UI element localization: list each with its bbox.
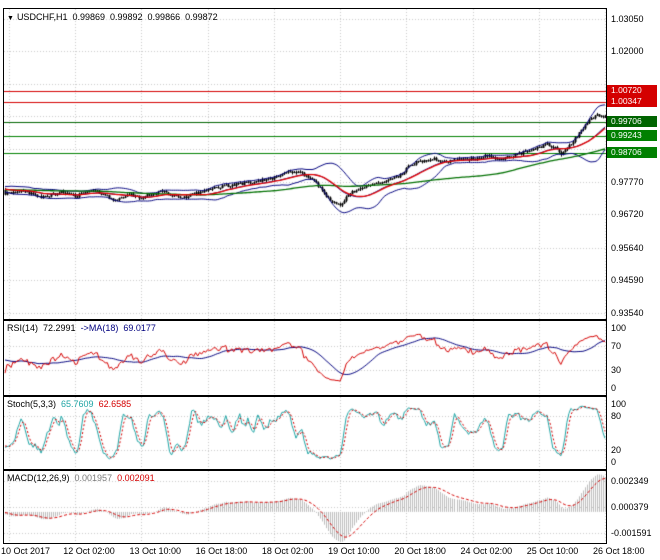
quote-low: 0.99866: [147, 12, 181, 22]
price-axis-label: 0.000379: [611, 501, 649, 512]
price-level-badge: 0.99243: [607, 130, 657, 142]
rsi-name: RSI(14): [7, 323, 39, 333]
time-axis-label: 16 Oct 18:00: [195, 546, 248, 556]
stoch-k-value: 65.7609: [61, 399, 94, 409]
price-axis-label: 0: [611, 382, 617, 393]
price-axis-label: 70: [611, 341, 622, 352]
macd-indicator-label: MACD(12,26,9) 0.001957 0.002091: [7, 473, 155, 483]
price-axis-label: 80: [611, 410, 622, 421]
time-axis-label: 19 Oct 10:00: [328, 546, 380, 556]
price-axis-label: 0.97770: [611, 176, 644, 187]
price-level-badge: 0.98706: [607, 147, 657, 158]
quote-high: 0.99892: [110, 12, 143, 22]
quote-open: 0.99869: [72, 12, 105, 22]
time-axis-label: 12 Oct 02:00: [63, 546, 115, 556]
rsi-panel-canvas[interactable]: [3, 320, 607, 396]
stochastic-panel-canvas[interactable]: [3, 396, 607, 470]
price-axis-label: 1.03050: [611, 13, 644, 24]
time-axis-label: 25 Oct 10:00: [526, 546, 579, 556]
rsi-ma-value: 69.0177: [123, 323, 156, 333]
macd-name: MACD(12,26,9): [7, 473, 70, 483]
price-axis-label: 1.02000: [611, 46, 644, 57]
stoch-d-value: 62.6585: [98, 399, 132, 409]
time-axis-label: 18 Oct 02:00: [261, 546, 314, 556]
stoch-name: Stoch(5,3,3): [7, 399, 57, 409]
time-axis-label: 26 Oct 18:00: [592, 546, 645, 556]
time-axis: 10 Oct 2017 12 Oct 02:00 13 Oct 10:00 16 Oc…: [0, 546, 660, 560]
rsi-value: 72.2991: [43, 323, 76, 333]
price-axis-label: 0.93540: [611, 307, 644, 318]
time-axis-label: 20 Oct 18:00: [394, 546, 446, 556]
price-level-badge: 0.99706: [607, 116, 657, 128]
price-axis-label: 0.002349: [611, 476, 649, 487]
price-axis-label: 100: [611, 398, 627, 409]
time-axis-label: 24 Oct 02:00: [460, 546, 513, 556]
macd-panel-canvas[interactable]: [3, 470, 607, 544]
price-axis: 1.03050 1.02000 0.97770 0.96720 0.95640 0.945…: [607, 0, 660, 560]
price-axis-label: -0.001591: [611, 527, 652, 538]
time-axis-label: 13 Oct 10:00: [129, 546, 181, 556]
price-axis-label: 0: [611, 457, 617, 468]
symbol-title: USDCHF,H1: [16, 12, 68, 22]
rsi-indicator-label: RSI(14) 72.2991 ->MA(18) 69.0177: [7, 323, 156, 333]
price-level-badge: 1.00720: [607, 84, 657, 96]
price-axis-label: 100: [611, 323, 627, 334]
macd-value: 0.001957: [74, 473, 113, 483]
price-axis-label: 20: [611, 445, 622, 456]
quote-close: 0.99872: [185, 12, 218, 22]
time-axis-label: 10 Oct 2017: [1, 546, 51, 556]
main-price-chart-canvas[interactable]: [3, 8, 607, 320]
rsi-ma-name: ->MA(18): [80, 323, 119, 333]
price-axis-label: 0.96720: [611, 209, 644, 220]
price-axis-label: 0.95640: [611, 242, 644, 253]
stochastic-indicator-label: Stoch(5,3,3) 65.7609 62.6585: [7, 399, 131, 409]
symbol-menu-icon[interactable]: ▼: [7, 15, 14, 22]
macd-signal-value: 0.002091: [117, 473, 155, 483]
price-axis-label: 0.94590: [611, 275, 644, 286]
price-level-badge: 1.00347: [607, 96, 657, 108]
price-axis-label: 30: [611, 364, 622, 375]
chart-header: ▼ USDCHF,H1 0.99869 0.99892 0.99866 0.99872: [7, 12, 218, 22]
